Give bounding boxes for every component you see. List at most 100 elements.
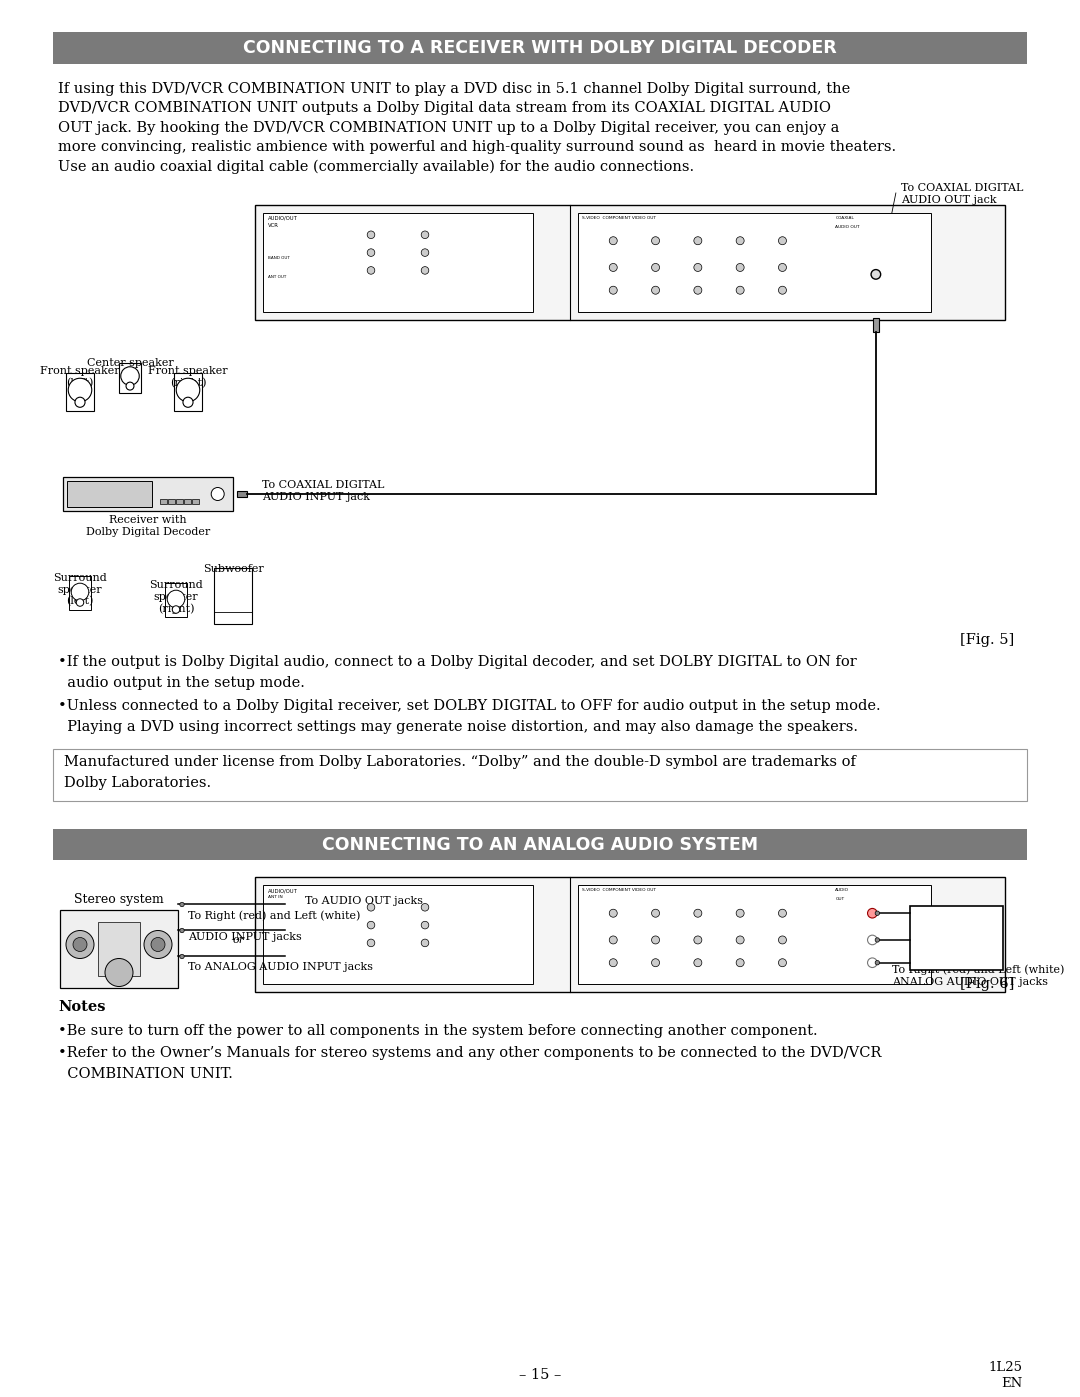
Text: To Right (red) and Left (white)
ANALOG AUDIO OUT jacks: To Right (red) and Left (white) ANALOG A… <box>892 964 1065 988</box>
Circle shape <box>875 961 879 965</box>
Text: Front speaker
(left): Front speaker (left) <box>40 366 120 388</box>
Circle shape <box>176 379 200 402</box>
Text: COAXIAL: COAXIAL <box>835 217 854 219</box>
Text: •Be sure to turn off the power to all components in the system before connecting: •Be sure to turn off the power to all co… <box>58 1024 818 1038</box>
Text: Surround
speaker
(left): Surround speaker (left) <box>53 573 107 606</box>
Text: VCR: VCR <box>268 224 279 228</box>
Bar <box>578 212 931 312</box>
Bar <box>910 907 1003 970</box>
Bar <box>119 363 141 393</box>
Text: To Right (red) and Left (white): To Right (red) and Left (white) <box>188 911 361 921</box>
Circle shape <box>172 606 179 613</box>
Circle shape <box>179 954 185 958</box>
Bar <box>160 499 167 504</box>
Circle shape <box>693 286 702 295</box>
Text: •If the output is Dolby Digital audio, connect to a Dolby Digital decoder, and s: •If the output is Dolby Digital audio, c… <box>58 655 856 669</box>
Bar <box>60 911 178 989</box>
Text: Dolby Laboratories.: Dolby Laboratories. <box>64 775 211 789</box>
Circle shape <box>151 937 165 951</box>
Text: BAND OUT: BAND OUT <box>268 256 289 260</box>
Text: Use an audio coaxial digital cable (commercially available) for the audio connec: Use an audio coaxial digital cable (comm… <box>58 159 694 173</box>
Text: DVD/VCR COMBINATION UNIT outputs a Dolby Digital data stream from its COAXIAL DI: DVD/VCR COMBINATION UNIT outputs a Dolby… <box>58 101 831 115</box>
Circle shape <box>779 909 786 918</box>
Text: more convincing, realistic ambience with powerful and high-quality surround soun: more convincing, realistic ambience with… <box>58 140 896 154</box>
Circle shape <box>693 958 702 967</box>
Circle shape <box>693 936 702 944</box>
Circle shape <box>651 286 660 295</box>
Bar <box>873 319 879 332</box>
Circle shape <box>867 935 877 944</box>
Bar <box>214 569 252 623</box>
Circle shape <box>212 488 225 500</box>
Circle shape <box>609 909 618 918</box>
Circle shape <box>779 958 786 967</box>
Bar <box>578 886 931 985</box>
Circle shape <box>737 236 744 244</box>
Text: AUDIO/OUT: AUDIO/OUT <box>268 888 298 894</box>
Text: Stereo system: Stereo system <box>75 894 164 907</box>
Text: [Fig. 6]: [Fig. 6] <box>960 978 1014 992</box>
Text: EN: EN <box>1001 1377 1022 1390</box>
Circle shape <box>126 383 134 390</box>
Text: ANT OUT: ANT OUT <box>268 275 286 279</box>
Circle shape <box>693 909 702 918</box>
Bar <box>237 492 247 496</box>
Text: CONNECTING TO AN ANALOG AUDIO SYSTEM: CONNECTING TO AN ANALOG AUDIO SYSTEM <box>322 835 758 854</box>
Circle shape <box>367 939 375 947</box>
Circle shape <box>875 911 879 915</box>
Circle shape <box>367 921 375 929</box>
Circle shape <box>167 590 185 608</box>
Circle shape <box>737 264 744 271</box>
Circle shape <box>693 264 702 271</box>
Circle shape <box>651 264 660 271</box>
Circle shape <box>737 909 744 918</box>
Circle shape <box>421 231 429 239</box>
Text: •Refer to the Owner’s Manuals for stereo systems and any other components to be : •Refer to the Owner’s Manuals for stereo… <box>58 1046 881 1060</box>
Circle shape <box>367 231 375 239</box>
Text: S-VIDEO  COMPONENT VIDEO OUT: S-VIDEO COMPONENT VIDEO OUT <box>582 217 656 219</box>
Circle shape <box>651 909 660 918</box>
Text: [Fig. 5]: [Fig. 5] <box>960 633 1014 647</box>
Circle shape <box>68 379 92 402</box>
Circle shape <box>875 937 879 942</box>
Bar <box>67 481 152 507</box>
Circle shape <box>421 939 429 947</box>
Circle shape <box>179 928 185 933</box>
Text: CONNECTING TO A RECEIVER WITH DOLBY DIGITAL DECODER: CONNECTING TO A RECEIVER WITH DOLBY DIGI… <box>243 39 837 57</box>
Bar <box>264 886 534 985</box>
Circle shape <box>71 583 89 601</box>
Bar <box>184 499 191 504</box>
Bar <box>192 499 199 504</box>
Bar <box>53 749 1027 800</box>
Bar <box>69 576 91 610</box>
Text: Front speaker
(right): Front speaker (right) <box>148 366 228 388</box>
Circle shape <box>179 902 185 907</box>
Text: Playing a DVD using incorrect settings may generate noise distortion, and may al: Playing a DVD using incorrect settings m… <box>58 719 858 733</box>
Circle shape <box>872 270 880 279</box>
Circle shape <box>66 930 94 958</box>
Circle shape <box>73 937 87 951</box>
Text: COMBINATION UNIT.: COMBINATION UNIT. <box>58 1067 233 1081</box>
Circle shape <box>779 286 786 295</box>
Circle shape <box>421 249 429 257</box>
Bar <box>53 828 1027 861</box>
Bar <box>63 476 233 511</box>
Circle shape <box>421 267 429 274</box>
Circle shape <box>867 908 877 918</box>
Text: To AUDIO OUT jacks: To AUDIO OUT jacks <box>305 897 423 907</box>
Text: AUDIO: AUDIO <box>835 888 849 893</box>
Bar <box>98 922 140 977</box>
Text: 1L25: 1L25 <box>988 1361 1022 1375</box>
Circle shape <box>609 264 618 271</box>
Text: OUT: OUT <box>835 897 845 901</box>
Circle shape <box>737 936 744 944</box>
Circle shape <box>609 958 618 967</box>
Circle shape <box>421 921 429 929</box>
Circle shape <box>609 936 618 944</box>
Circle shape <box>183 397 193 408</box>
Text: or: or <box>233 936 245 946</box>
Text: AUDIO INPUT jacks: AUDIO INPUT jacks <box>188 933 301 943</box>
Circle shape <box>77 599 84 606</box>
Text: S-VIDEO  COMPONENT VIDEO OUT: S-VIDEO COMPONENT VIDEO OUT <box>582 888 656 893</box>
Circle shape <box>651 236 660 244</box>
